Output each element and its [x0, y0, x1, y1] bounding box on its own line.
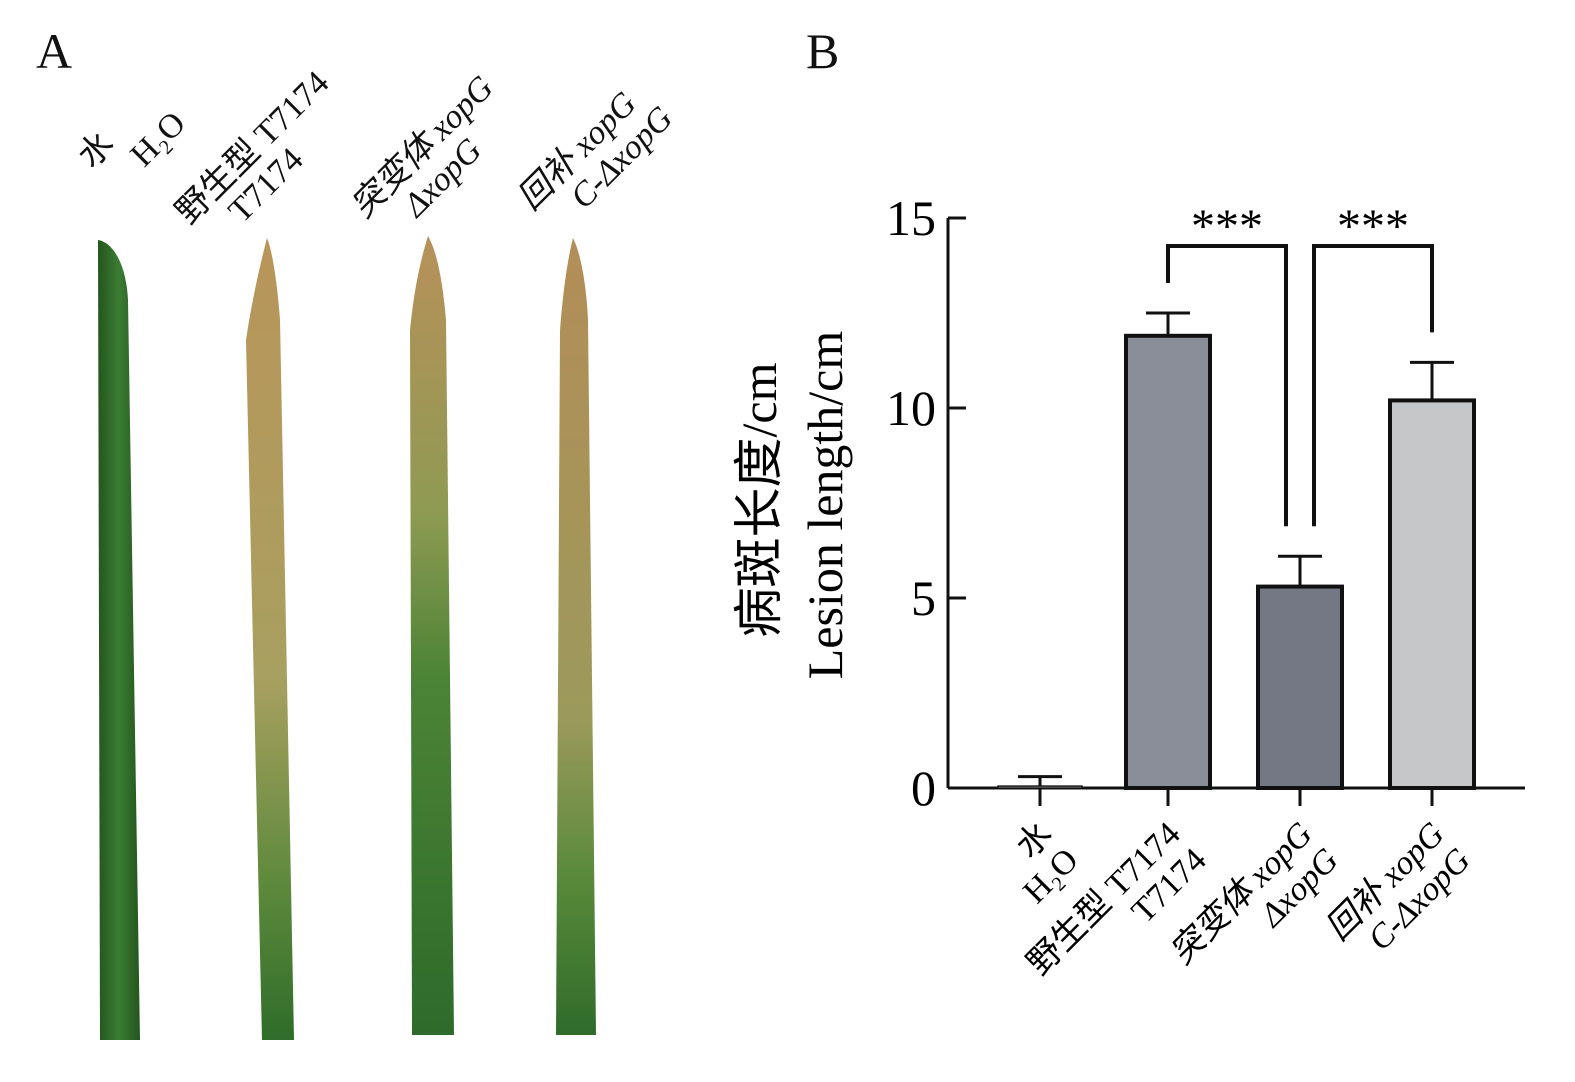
leaf-wildtype	[246, 238, 294, 1040]
significance-label: ***	[1191, 200, 1263, 253]
x-axis	[948, 786, 1525, 806]
significance-bracket	[1166, 244, 1288, 527]
leaf-mutant	[410, 236, 454, 1035]
y-axis-title-cn: 病斑长度/cm	[731, 362, 787, 637]
panel-b-label: B	[806, 23, 840, 79]
y-tick-label: 15	[886, 190, 936, 246]
y-tick-label: 10	[886, 380, 936, 436]
y-axis: 0 5 10 15	[886, 190, 966, 816]
leaf-water	[98, 240, 140, 1040]
y-tick-label: 0	[911, 760, 936, 816]
significance-label: ***	[1337, 200, 1409, 253]
y-tick-label: 5	[911, 570, 936, 626]
significance-brackets: *** ***	[1166, 200, 1434, 527]
bars	[997, 311, 1476, 790]
bar	[1124, 333, 1212, 790]
y-axis-title-en: Lesion length/cm	[797, 331, 853, 680]
bar	[997, 785, 1083, 789]
bar	[1388, 398, 1476, 790]
y-axis-title: 病斑长度/cm Lesion length/cm	[731, 331, 853, 680]
significance-bracket	[1312, 244, 1434, 527]
panel-a-label: A	[36, 23, 73, 79]
leaf-complement	[556, 238, 596, 1035]
bar	[1256, 584, 1344, 790]
